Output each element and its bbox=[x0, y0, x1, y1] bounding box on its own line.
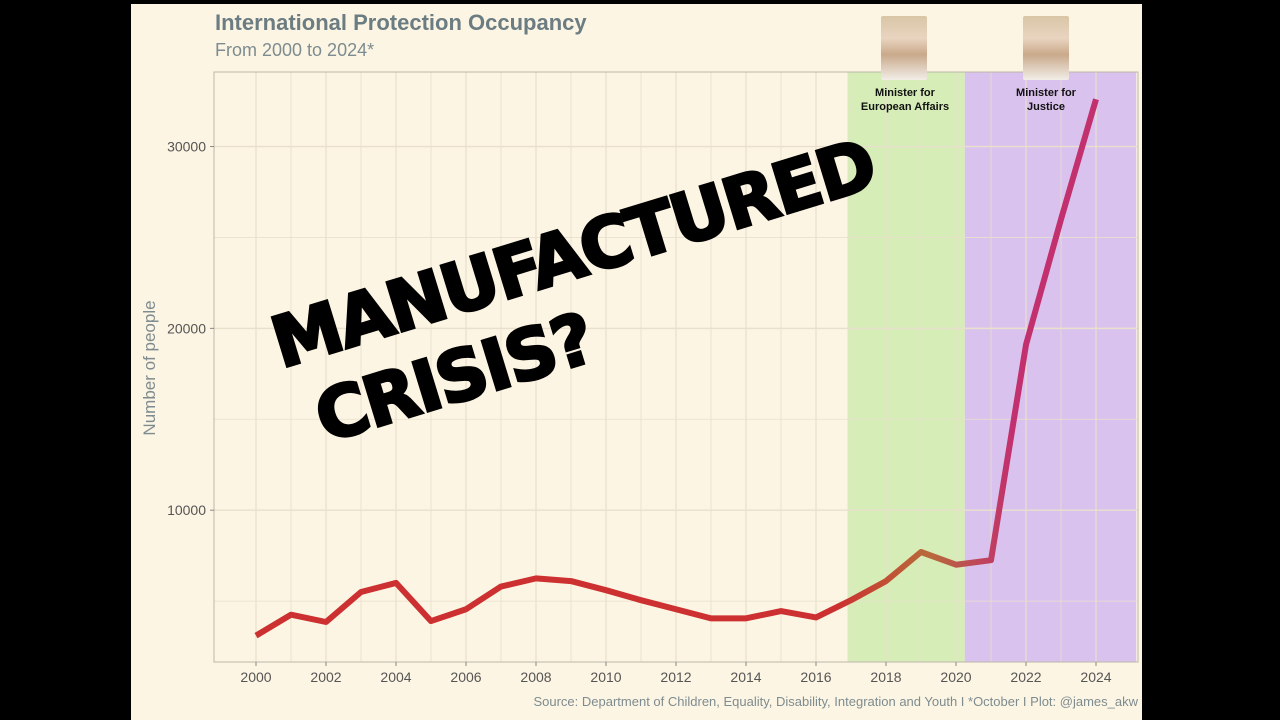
x-tick-label: 2002 bbox=[310, 669, 341, 685]
x-tick-label: 2020 bbox=[940, 669, 971, 685]
annotation-line: Justice bbox=[1027, 101, 1065, 113]
chart-title: International Protection Occupancy bbox=[215, 10, 587, 35]
annotation-line: European Affairs bbox=[860, 101, 950, 113]
annotation-line: Minister for bbox=[875, 87, 935, 99]
minister-photo bbox=[881, 16, 927, 80]
y-tick-label: 20000 bbox=[167, 320, 206, 336]
minister-photo bbox=[1023, 16, 1069, 80]
x-tick-label: 2024 bbox=[1080, 669, 1111, 685]
annotation-line: Minister for bbox=[1016, 87, 1076, 99]
annotation-european-affairs: Minister for European Affairs bbox=[861, 86, 949, 114]
x-tick-label: 2018 bbox=[870, 669, 901, 685]
x-tick-label: 2004 bbox=[380, 669, 411, 685]
source-caption: Source: Department of Children, Equality… bbox=[533, 694, 1138, 709]
annotation-justice: Minister for Justice bbox=[1016, 86, 1076, 114]
x-tick-label: 2010 bbox=[590, 669, 621, 685]
x-tick-label: 2008 bbox=[520, 669, 551, 685]
x-tick-label: 2000 bbox=[240, 669, 271, 685]
x-tick-label: 2006 bbox=[450, 669, 481, 685]
x-tick-label: 2016 bbox=[800, 669, 831, 685]
x-tick-label: 2012 bbox=[660, 669, 691, 685]
y-tick-label: 10000 bbox=[167, 502, 206, 518]
x-tick-label: 2022 bbox=[1010, 669, 1041, 685]
series-line bbox=[254, 98, 1099, 639]
chart-subtitle: From 2000 to 2024* bbox=[215, 40, 375, 60]
y-axis-label: Number of people bbox=[140, 300, 159, 436]
shaded-period bbox=[964, 72, 1137, 662]
x-tick-label: 2014 bbox=[730, 669, 761, 685]
y-tick-label: 30000 bbox=[167, 139, 206, 155]
